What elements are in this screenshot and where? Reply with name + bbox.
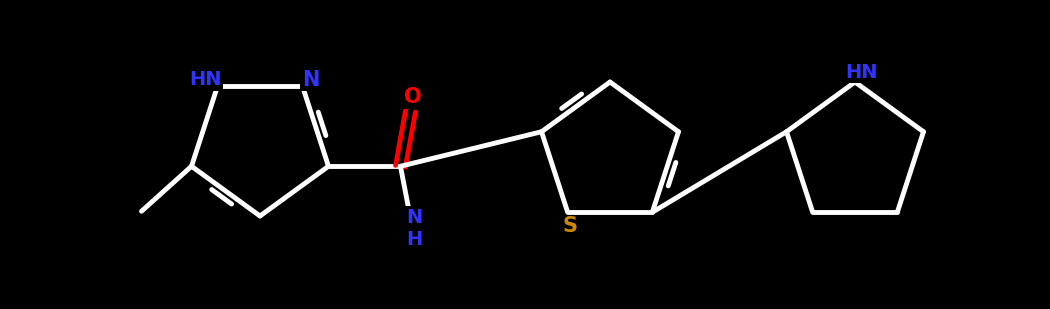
Text: N
H: N H bbox=[406, 208, 422, 249]
Text: HN: HN bbox=[845, 62, 877, 82]
Text: O: O bbox=[403, 87, 421, 107]
Text: N: N bbox=[301, 70, 319, 90]
Text: S: S bbox=[562, 216, 578, 236]
Text: HN: HN bbox=[189, 70, 222, 89]
